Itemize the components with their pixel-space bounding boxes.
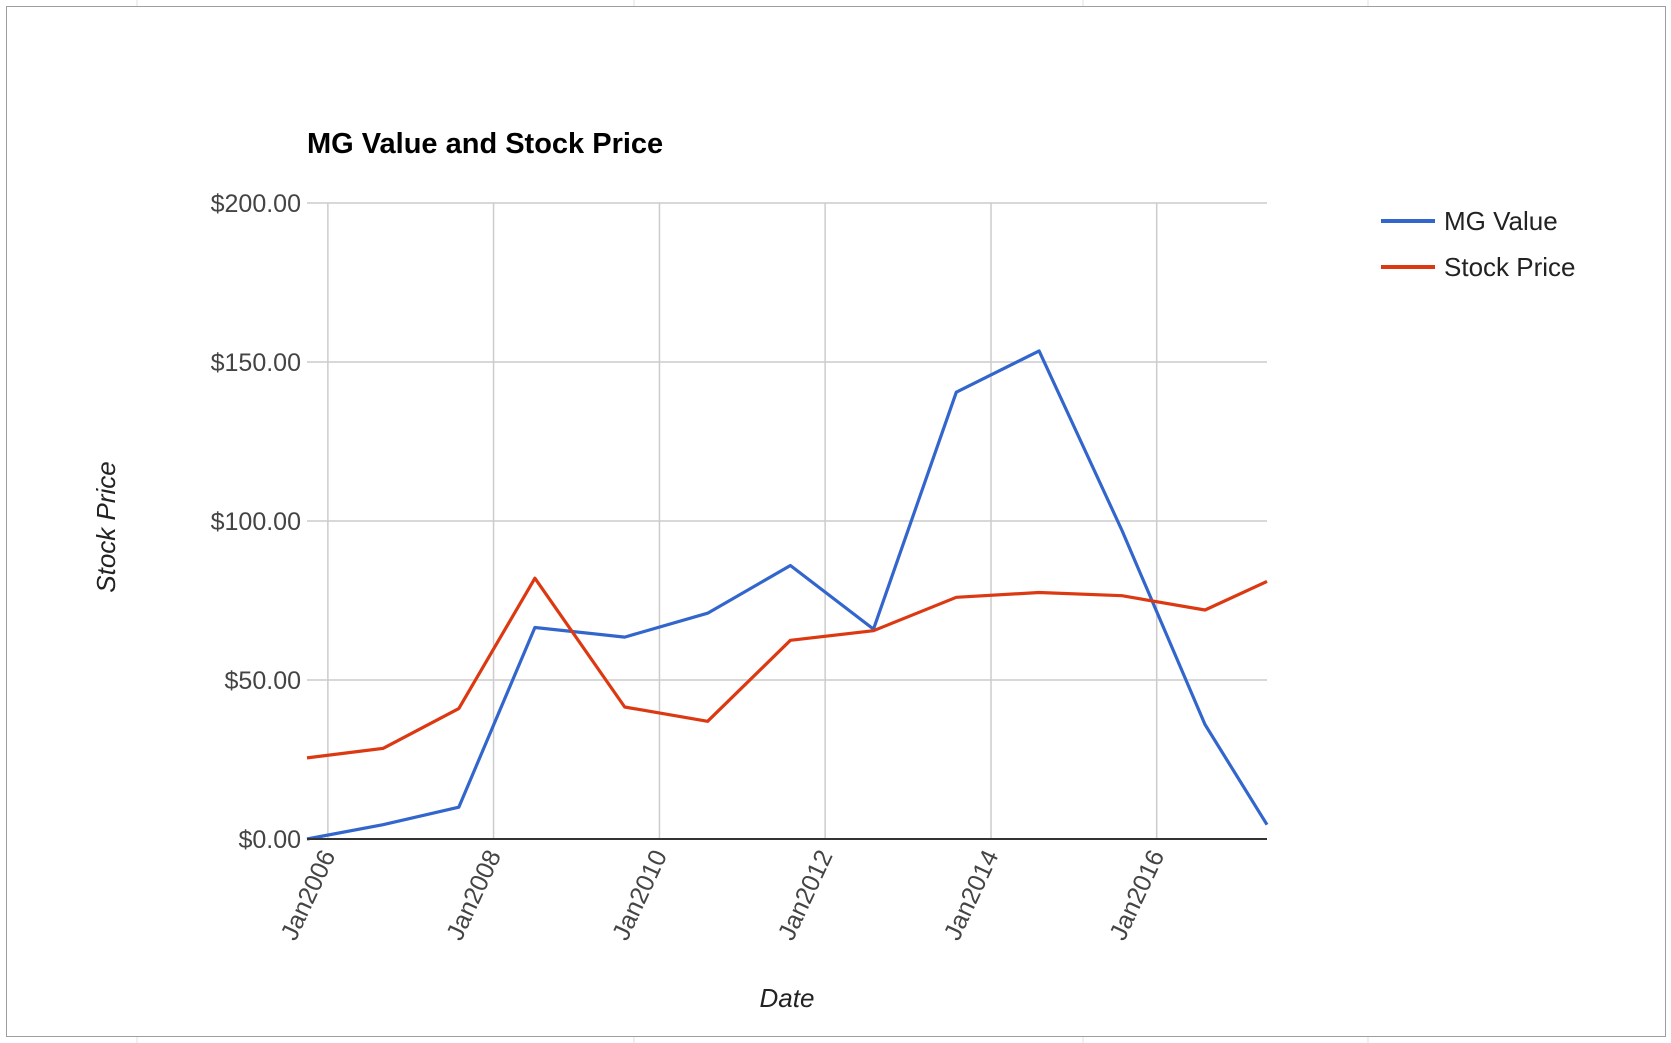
- chart-title: MG Value and Stock Price: [307, 128, 663, 160]
- y-axis-title: Stock Price: [91, 461, 121, 593]
- x-tick-label: Jan2010: [607, 846, 673, 945]
- x-tick-label: Jan2006: [275, 846, 341, 945]
- chart-container[interactable]: $0.00 $50.00 $100.00 $150.00 $200.00 Jan2006…: [6, 6, 1666, 1037]
- series-lines: [306, 349, 1269, 841]
- x-axis-title: Date: [760, 983, 815, 1013]
- line-chart: $0.00 $50.00 $100.00 $150.00 $200.00 Jan2006…: [91, 128, 1576, 1013]
- y-tick-label: $0.00: [238, 826, 301, 854]
- x-tick-label: Jan2008: [441, 846, 507, 945]
- series-line-mg-value[interactable]: [306, 349, 1269, 841]
- legend[interactable]: MG Value Stock Price: [1381, 206, 1576, 282]
- x-tick-label: Jan2014: [939, 846, 1005, 945]
- y-tick-label: $50.00: [225, 667, 301, 695]
- legend-item[interactable]: MG Value: [1381, 206, 1558, 236]
- x-tick-label: Jan2012: [773, 846, 839, 945]
- series-line-stock-price[interactable]: [306, 576, 1268, 760]
- x-tick-label: Jan2016: [1104, 846, 1170, 945]
- legend-label: MG Value: [1444, 206, 1558, 236]
- y-tick-label: $100.00: [211, 508, 301, 536]
- legend-label: Stock Price: [1444, 252, 1576, 282]
- gridlines: [307, 202, 1267, 839]
- legend-item[interactable]: Stock Price: [1381, 252, 1576, 282]
- y-axis-tick-labels: $0.00 $50.00 $100.00 $150.00 $200.00: [211, 190, 301, 854]
- x-axis-tick-labels: Jan2006 Jan2008 Jan2010 Jan2012 Jan2014 Jan20…: [275, 846, 1170, 945]
- y-tick-label: $200.00: [211, 190, 301, 218]
- y-tick-label: $150.00: [211, 349, 301, 377]
